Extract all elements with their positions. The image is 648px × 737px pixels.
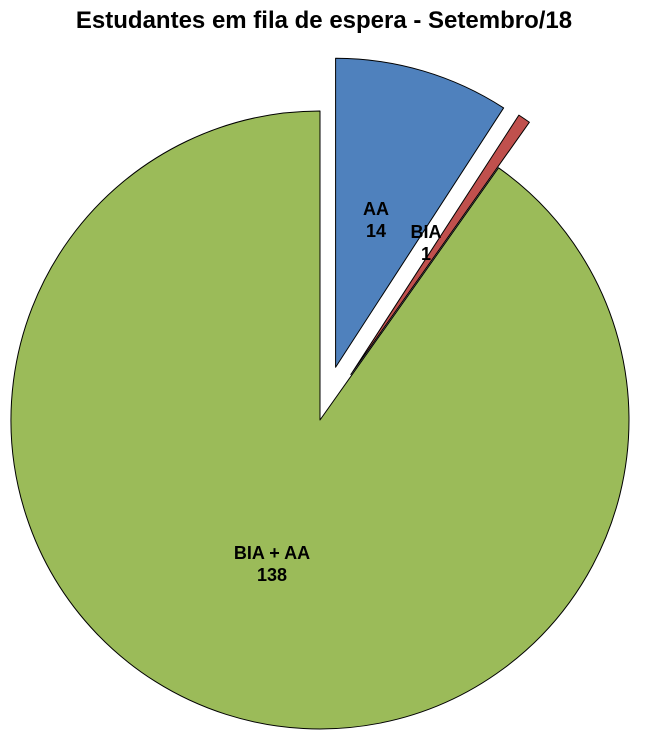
pie-slice-bia[interactable] xyxy=(350,114,530,375)
slice-label-bia-aa: BIA + AA 138 xyxy=(234,543,310,585)
slice-label-aa: AA 14 xyxy=(363,199,389,241)
slice-label-bia: BIA 1 xyxy=(411,222,442,264)
pie-slice-aa[interactable] xyxy=(335,57,505,368)
chart-title: Estudantes em fila de espera - Setembro/… xyxy=(75,7,573,34)
pie-slice-bia-aa[interactable] xyxy=(10,110,630,730)
